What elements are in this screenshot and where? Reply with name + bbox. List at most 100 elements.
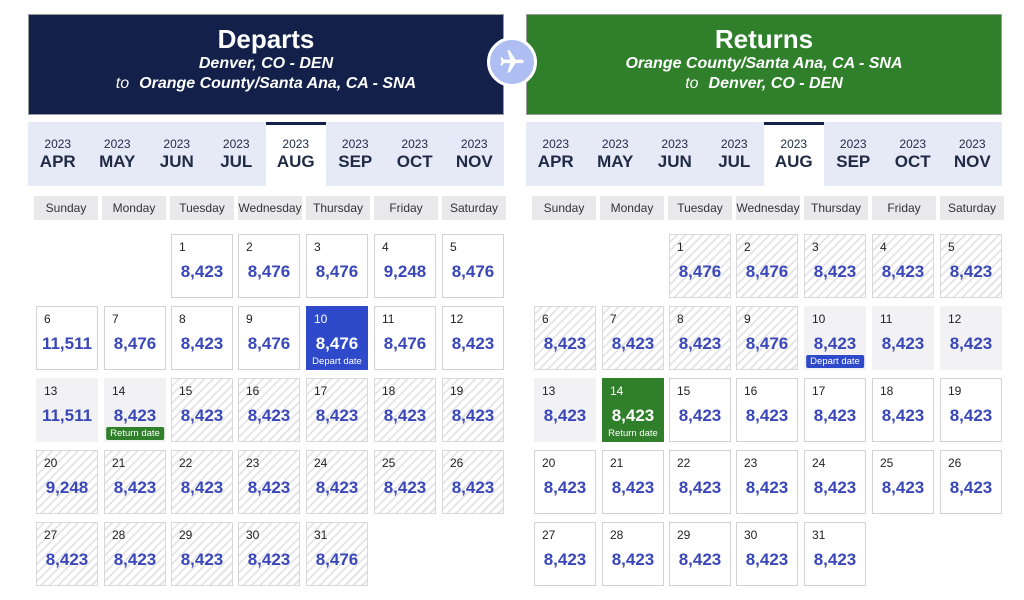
calendar-day-cell[interactable]: 14 8,423 Return date (104, 378, 166, 442)
weekday-tuesday: Tuesday (668, 196, 732, 220)
calendar-day-cell[interactable]: 26 8,423 (940, 450, 1002, 514)
calendar-day-cell[interactable]: 29 8,423 (669, 522, 731, 586)
calendar-day-cell[interactable]: 21 8,423 (104, 450, 166, 514)
calendar-day-cell[interactable]: 9 8,476 (736, 306, 798, 370)
calendar-day-cell[interactable]: 16 8,423 (736, 378, 798, 442)
fare-price: 8,476 (113, 334, 157, 353)
fare-price: 8,423 (451, 334, 495, 353)
month-tab-nov[interactable]: 2023 NOV (445, 122, 505, 186)
calendar-day-cell[interactable]: 12 8,423 (442, 306, 504, 370)
month-tab-oct[interactable]: 2023 OCT (385, 122, 445, 186)
calendar-day-cell[interactable]: 6 8,423 (534, 306, 596, 370)
calendar-day-cell[interactable]: 19 8,423 (940, 378, 1002, 442)
calendar-day-cell[interactable]: 22 8,423 (171, 450, 233, 514)
month-tab-jul[interactable]: 2023 JUL (207, 122, 267, 186)
calendar-day-cell[interactable]: 2 8,476 (736, 234, 798, 298)
swap-direction-button[interactable] (487, 37, 537, 87)
fare-price: 8,423 (881, 262, 925, 281)
day-number: 10 (812, 312, 826, 326)
calendar-day-cell[interactable]: 28 8,423 (602, 522, 664, 586)
calendar-day-cell[interactable]: 26 8,423 (442, 450, 504, 514)
month-tab-aug[interactable]: 2023 AUG (266, 122, 326, 186)
calendar-day-cell[interactable]: 5 8,423 (940, 234, 1002, 298)
departs-header: Departs Denver, CO - DEN to Orange County… (28, 14, 504, 115)
month-tab-sep[interactable]: 2023 SEP (326, 122, 386, 186)
calendar-day-cell[interactable]: 25 8,423 (374, 450, 436, 514)
fare-price: 8,423 (451, 478, 495, 497)
month-tab-label: NOV (953, 152, 991, 171)
calendar-day-cell[interactable]: 10 8,476 Depart date (306, 306, 368, 370)
calendar-day-cell[interactable]: 31 8,476 (306, 522, 368, 586)
month-tab-apr[interactable]: 2023 APR (28, 122, 88, 186)
calendar-day-cell[interactable]: 29 8,423 (171, 522, 233, 586)
fare-price: 8,423 (180, 478, 224, 497)
calendar-day-cell[interactable]: 7 8,423 (602, 306, 664, 370)
calendar-day-cell[interactable]: 8 8,423 (669, 306, 731, 370)
calendar-day-cell[interactable]: 19 8,423 (442, 378, 504, 442)
calendar-day-cell[interactable]: 24 8,423 (306, 450, 368, 514)
calendar-day-cell[interactable]: 30 8,423 (238, 522, 300, 586)
calendar-day-cell[interactable]: 18 8,423 (374, 378, 436, 442)
month-tab-aug[interactable]: 2023 AUG (764, 122, 824, 186)
calendar-day-cell[interactable]: 24 8,423 (804, 450, 866, 514)
calendar-day-cell[interactable]: 11 8,476 (374, 306, 436, 370)
calendar-day-cell[interactable]: 13 8,423 (534, 378, 596, 442)
fare-price: 8,423 (881, 406, 925, 425)
calendar-day-cell[interactable]: 5 8,476 (442, 234, 504, 298)
calendar-day-cell[interactable]: 8 8,423 (171, 306, 233, 370)
month-tab-oct[interactable]: 2023 OCT (883, 122, 943, 186)
calendar-day-cell[interactable]: 20 9,248 (36, 450, 98, 514)
calendar-day-cell[interactable]: 18 8,423 (872, 378, 934, 442)
calendar-day-cell[interactable]: 7 8,476 (104, 306, 166, 370)
calendar-day-cell[interactable]: 27 8,423 (534, 522, 596, 586)
month-tab-label: SEP (338, 152, 373, 171)
month-tab-jun[interactable]: 2023 JUN (147, 122, 207, 186)
month-tab-apr[interactable]: 2023 APR (526, 122, 586, 186)
calendar-day-cell[interactable]: 14 8,423 Return date (602, 378, 664, 442)
calendar-day-cell[interactable]: 22 8,423 (669, 450, 731, 514)
calendar-day-cell[interactable]: 16 8,423 (238, 378, 300, 442)
calendar-day-cell[interactable]: 20 8,423 (534, 450, 596, 514)
month-tab-sep[interactable]: 2023 SEP (824, 122, 884, 186)
weekday-wednesday: Wednesday (238, 196, 302, 220)
calendar-day-cell[interactable]: 15 8,423 (171, 378, 233, 442)
calendar-day-cell[interactable]: 27 8,423 (36, 522, 98, 586)
calendar-day-cell[interactable]: 23 8,423 (238, 450, 300, 514)
calendar-day-cell[interactable]: 4 9,248 (374, 234, 436, 298)
calendar-day-cell[interactable]: 17 8,423 (804, 378, 866, 442)
calendar-day-cell[interactable]: 1 8,423 (171, 234, 233, 298)
day-number: 10 (314, 312, 328, 326)
calendar-day-cell[interactable]: 4 8,423 (872, 234, 934, 298)
weekday-thursday: Thursday (306, 196, 370, 220)
day-number: 31 (812, 528, 826, 542)
calendar-day-cell[interactable]: 13 11,511 (36, 378, 98, 442)
calendar-day-cell[interactable]: 25 8,423 (872, 450, 934, 514)
calendar-day-cell[interactable]: 12 8,423 (940, 306, 1002, 370)
calendar-day-cell[interactable]: 1 8,476 (669, 234, 731, 298)
month-tab-year: 2023 (839, 137, 867, 151)
calendar-day-cell[interactable]: 6 11,511 (36, 306, 98, 370)
fare-price: 8,423 (383, 478, 427, 497)
calendar-day-cell[interactable]: 2 8,476 (238, 234, 300, 298)
month-tab-nov[interactable]: 2023 NOV (943, 122, 1003, 186)
fare-price: 8,423 (383, 406, 427, 425)
calendar-day-cell[interactable]: 31 8,423 (804, 522, 866, 586)
month-tab-may[interactable]: 2023 MAY (586, 122, 646, 186)
day-number: 30 (744, 528, 758, 542)
calendar-day-cell[interactable]: 30 8,423 (736, 522, 798, 586)
calendar-day-cell[interactable]: 17 8,423 (306, 378, 368, 442)
fare-price: 8,423 (45, 550, 89, 569)
month-tab-jul[interactable]: 2023 JUL (705, 122, 765, 186)
calendar-day-cell[interactable]: 23 8,423 (736, 450, 798, 514)
calendar-day-cell[interactable]: 3 8,476 (306, 234, 368, 298)
calendar-day-cell[interactable]: 3 8,423 (804, 234, 866, 298)
calendar-day-cell[interactable]: 21 8,423 (602, 450, 664, 514)
calendar-day-cell[interactable]: 9 8,476 (238, 306, 300, 370)
calendar-day-cell[interactable]: 15 8,423 (669, 378, 731, 442)
calendar-day-cell[interactable]: 28 8,423 (104, 522, 166, 586)
month-tab-jun[interactable]: 2023 JUN (645, 122, 705, 186)
weekday-sunday: Sunday (34, 196, 98, 220)
calendar-day-cell[interactable]: 10 8,423 Depart date (804, 306, 866, 370)
month-tab-may[interactable]: 2023 MAY (88, 122, 148, 186)
calendar-day-cell[interactable]: 11 8,423 (872, 306, 934, 370)
